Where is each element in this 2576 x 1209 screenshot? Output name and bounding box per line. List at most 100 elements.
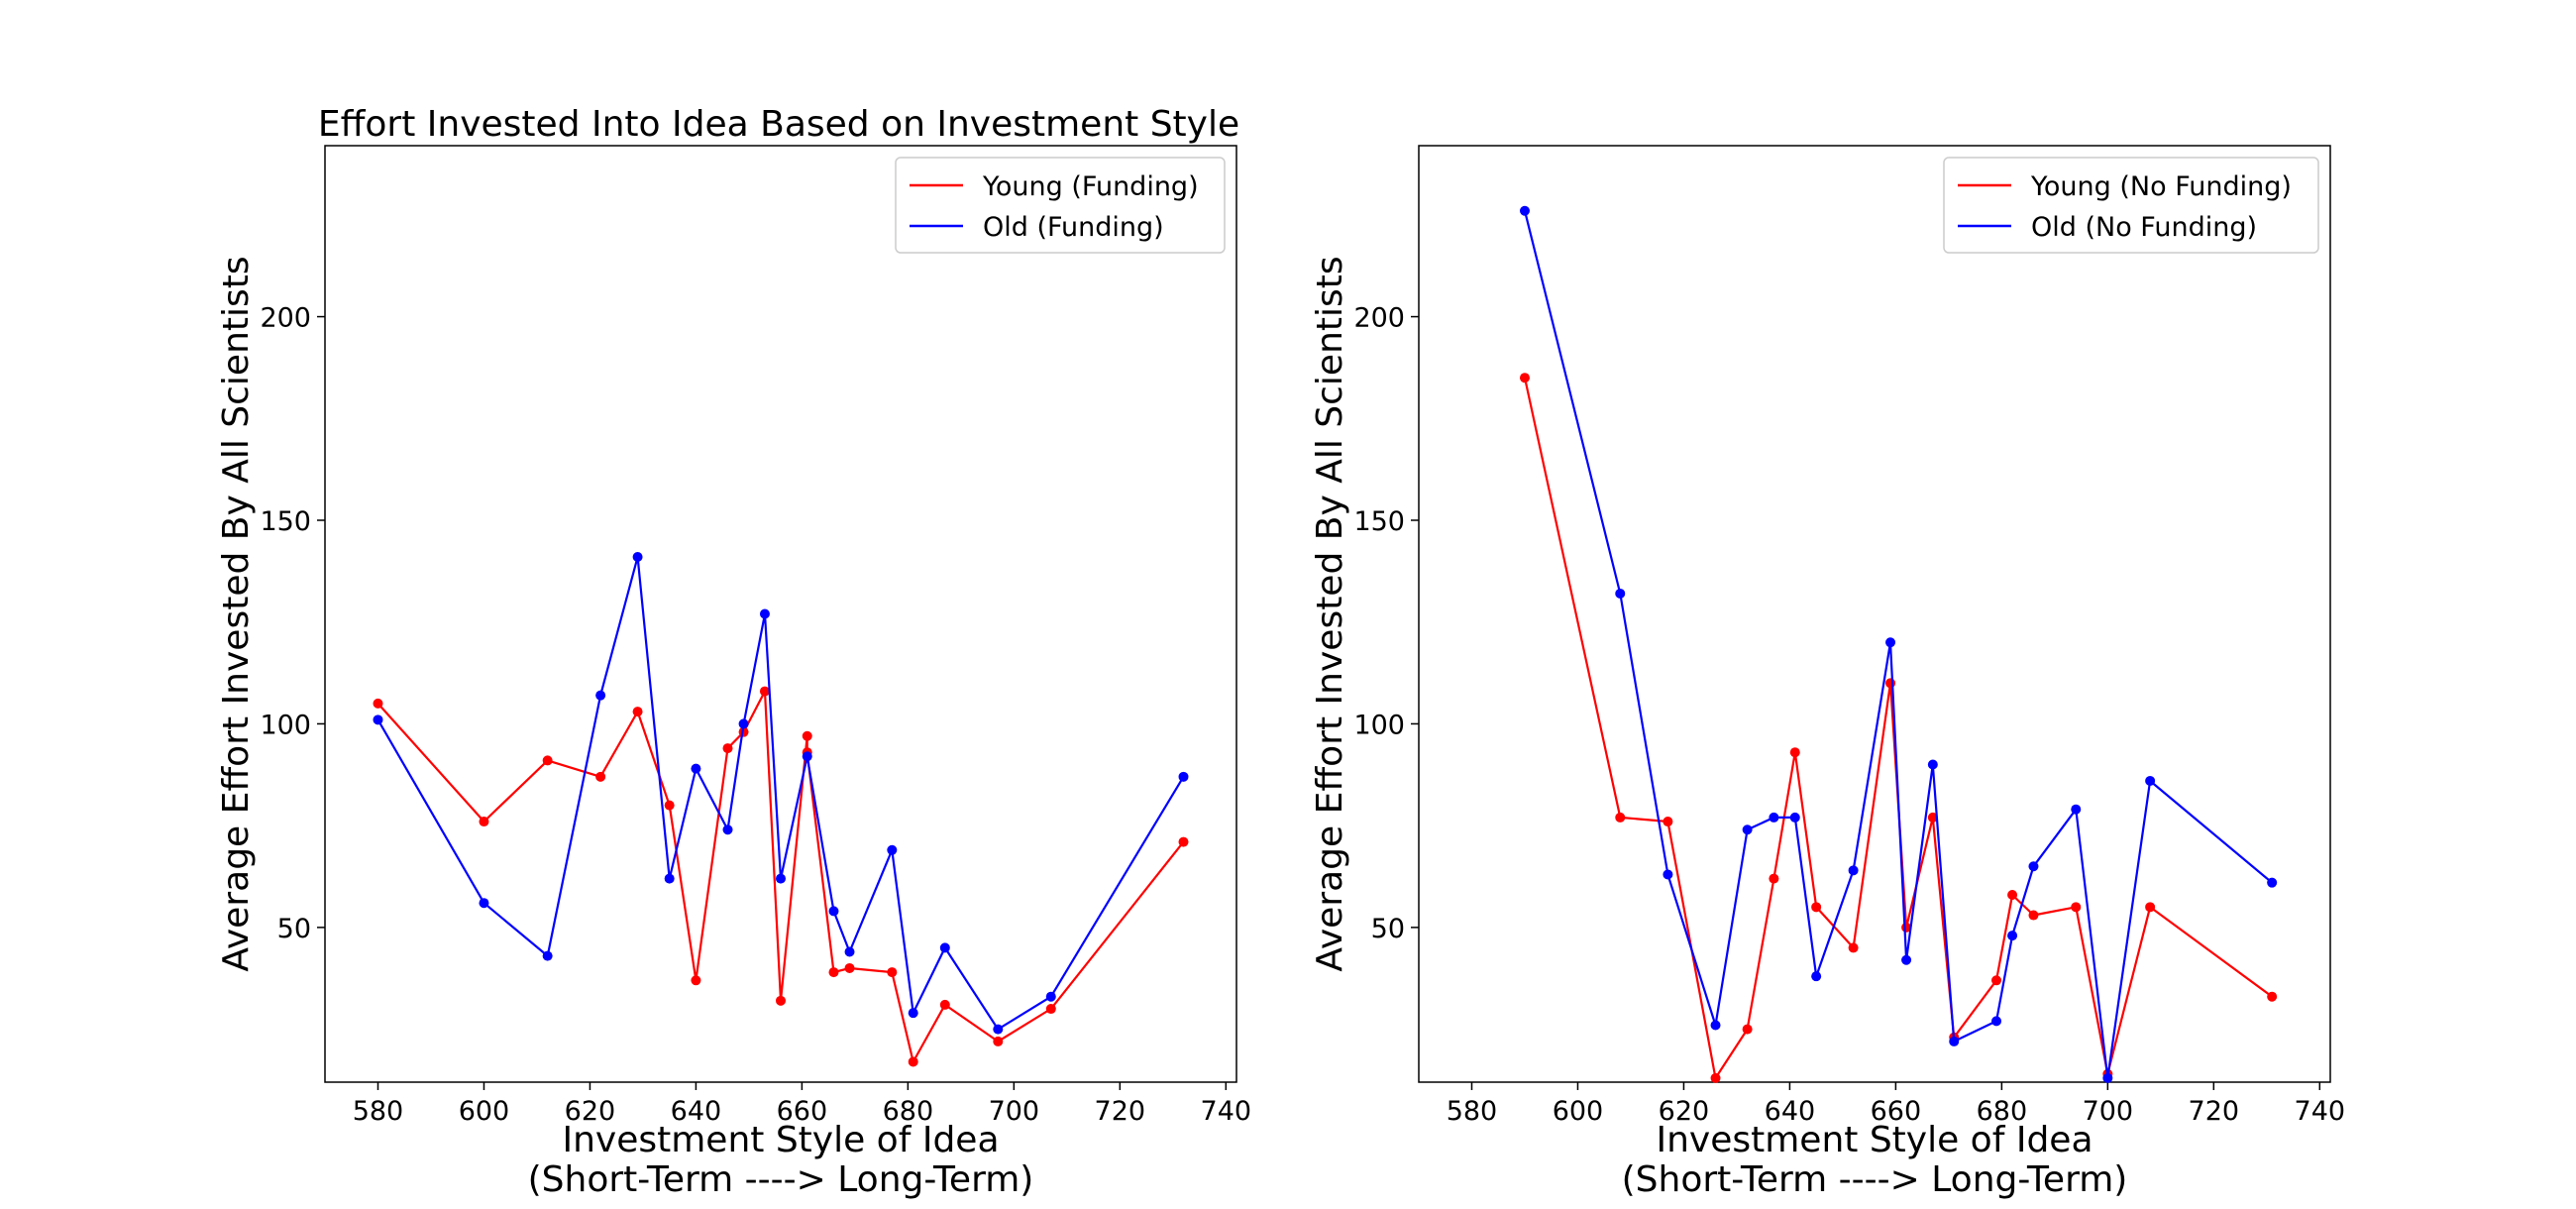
data-point <box>632 707 643 717</box>
data-point <box>479 898 489 909</box>
data-point <box>908 1056 918 1067</box>
chart-funding: 580 600 620 640 660 680 700 720 740 50 100 150 200 In… <box>216 145 1252 1200</box>
data-point <box>479 817 489 827</box>
x-axis-label: (Short-Term ----> Long-Term) <box>1622 1159 2128 1200</box>
series-line-old-funding <box>376 555 1185 1031</box>
x-tick-label: 660 <box>777 1096 828 1127</box>
data-point <box>2007 890 2018 900</box>
data-point <box>1615 588 1626 599</box>
data-point <box>722 824 733 835</box>
data-point <box>1885 637 1896 648</box>
data-point <box>1927 812 1938 823</box>
data-point <box>887 967 898 978</box>
legend-label: Young (Funding) <box>982 171 1199 202</box>
data-point <box>939 942 950 953</box>
data-point <box>1663 869 1673 880</box>
x-tick-label: 660 <box>1871 1096 1922 1127</box>
data-point <box>1519 205 1530 216</box>
x-tick-label: 720 <box>1095 1096 1146 1127</box>
x-axis-label: Investment Style of Idea <box>562 1120 999 1160</box>
x-tick-label: 700 <box>989 1096 1040 1127</box>
data-point <box>844 946 855 957</box>
data-point <box>828 906 839 917</box>
data-point <box>595 690 606 701</box>
data-point <box>802 751 812 762</box>
series-line-old-no-funding <box>1523 210 2273 1080</box>
x-tick-label: 740 <box>2295 1096 2346 1127</box>
data-point <box>2028 861 2039 872</box>
data-point <box>759 608 770 619</box>
x-tick-label: 700 <box>2083 1096 2134 1127</box>
data-point <box>1949 1036 1960 1046</box>
data-point <box>844 962 855 973</box>
data-point <box>1742 1024 1753 1035</box>
data-point <box>908 1008 918 1019</box>
y-tick-label: 150 <box>260 506 311 537</box>
x-tick-label: 680 <box>883 1096 934 1127</box>
data-point <box>664 800 675 811</box>
data-point <box>1519 373 1530 384</box>
data-point <box>2267 991 2278 1002</box>
legend-label: Old (Funding) <box>983 212 1164 243</box>
data-point <box>691 975 701 986</box>
data-point <box>1848 942 1859 953</box>
data-point <box>1789 812 1800 823</box>
legend <box>895 157 1226 254</box>
plot-frame <box>1418 145 2331 1083</box>
data-point <box>1178 771 1189 782</box>
y-tick-label: 200 <box>260 303 311 334</box>
data-point <box>1769 812 1779 823</box>
chart-no-funding: 580 600 620 640 660 680 700 720 740 50 100 150 200 In… <box>1310 145 2346 1200</box>
legend <box>1943 157 2319 254</box>
data-point <box>1901 954 1912 965</box>
data-point <box>2028 910 2039 921</box>
data-point <box>993 1036 1004 1046</box>
data-point <box>691 763 701 774</box>
data-point <box>1811 902 1822 913</box>
data-point <box>1742 824 1753 835</box>
data-point <box>2071 902 2082 913</box>
data-point <box>542 755 553 766</box>
chart-title: Effort Invested Into Idea Based on Inves… <box>318 104 1239 145</box>
data-point <box>722 743 733 754</box>
y-tick-label: 100 <box>260 710 311 740</box>
data-point <box>1769 873 1779 884</box>
data-point <box>1045 1004 1056 1015</box>
data-point <box>828 967 839 978</box>
data-point <box>2145 775 2156 786</box>
plot-frame <box>324 145 1237 1083</box>
data-point <box>373 698 383 709</box>
x-tick-label: 680 <box>1977 1096 2028 1127</box>
data-point <box>373 714 383 725</box>
data-point <box>776 995 786 1006</box>
data-point <box>2145 902 2156 913</box>
data-point <box>2007 931 2018 941</box>
data-point <box>1927 759 1938 770</box>
data-point <box>2267 877 2278 888</box>
data-point <box>664 873 675 884</box>
data-point <box>542 950 553 961</box>
x-axis-label: Investment Style of Idea <box>1656 1120 2093 1160</box>
data-point <box>1991 975 2002 986</box>
y-tick-label: 100 <box>1353 710 1405 740</box>
data-point <box>1178 836 1189 847</box>
data-point <box>2102 1072 2113 1083</box>
data-point <box>1848 865 1859 876</box>
data-point <box>1710 1020 1721 1031</box>
x-tick-label: 600 <box>1553 1096 1604 1127</box>
x-tick-label: 600 <box>459 1096 510 1127</box>
data-point <box>1991 1016 2002 1027</box>
data-point <box>802 730 812 741</box>
x-tick-label: 720 <box>2189 1096 2240 1127</box>
x-axis-label: (Short-Term ----> Long-Term) <box>528 1159 1034 1200</box>
y-tick-label: 50 <box>277 914 311 944</box>
x-tick-label: 580 <box>1447 1096 1498 1127</box>
legend-label: Young (No Funding) <box>2030 171 2292 202</box>
y-tick-label: 50 <box>1371 914 1405 944</box>
x-tick-label: 740 <box>1201 1096 1252 1127</box>
data-point <box>1885 678 1896 689</box>
x-tick-label: 580 <box>353 1096 404 1127</box>
legend-label: Old (No Funding) <box>2031 212 2257 243</box>
data-point <box>1663 817 1673 827</box>
